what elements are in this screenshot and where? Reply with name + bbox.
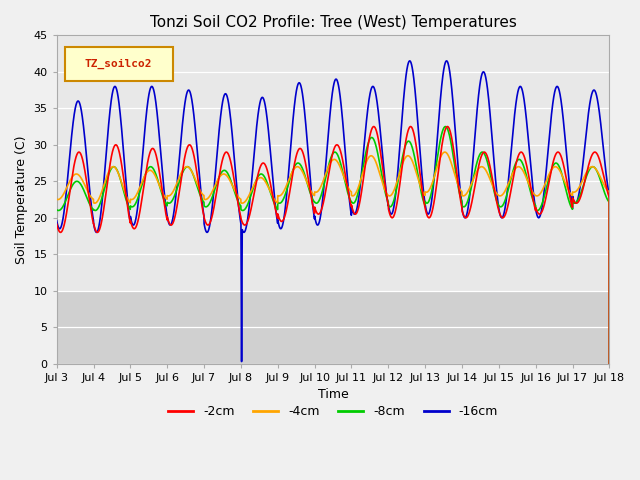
Text: TZ_soilco2: TZ_soilco2 [85, 59, 152, 69]
Legend: -2cm, -4cm, -8cm, -16cm: -2cm, -4cm, -8cm, -16cm [163, 400, 503, 423]
Bar [57, 291, 609, 364]
Title: Tonzi Soil CO2 Profile: Tree (West) Temperatures: Tonzi Soil CO2 Profile: Tree (West) Temp… [150, 15, 516, 30]
FancyBboxPatch shape [65, 47, 173, 81]
X-axis label: Time: Time [317, 388, 348, 401]
Y-axis label: Soil Temperature (C): Soil Temperature (C) [15, 135, 28, 264]
